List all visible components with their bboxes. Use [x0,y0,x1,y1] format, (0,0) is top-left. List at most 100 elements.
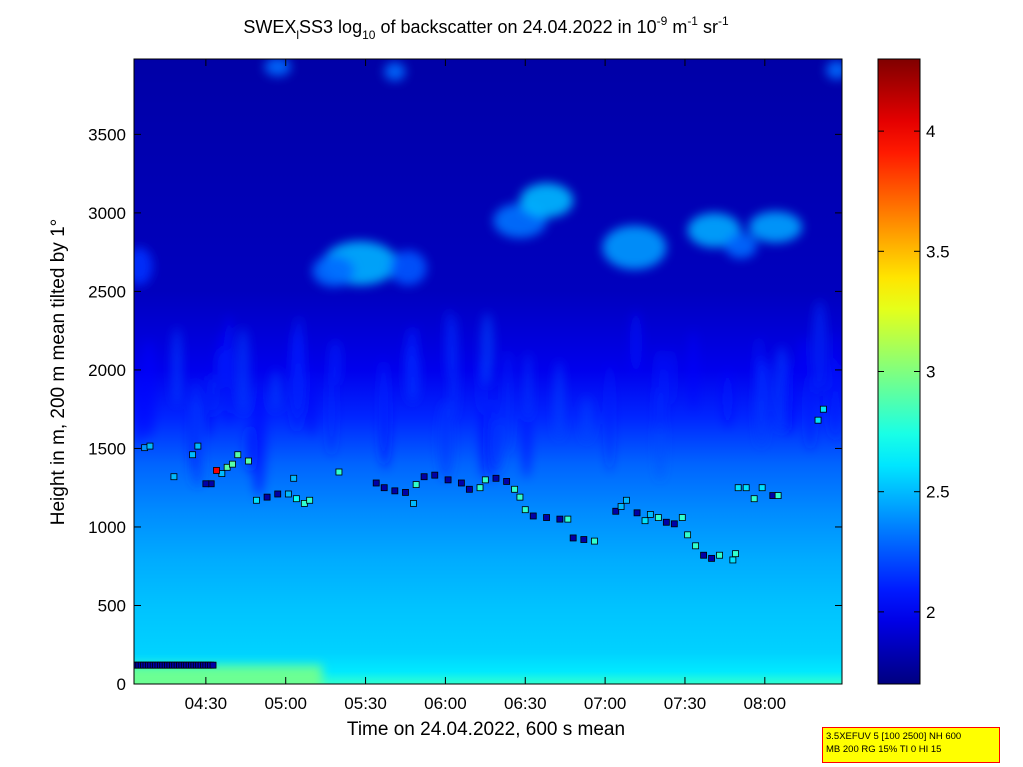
cloud-base-marker [646,511,654,518]
cloud-patch [748,211,803,243]
chart-title: SWEXlSS3 log10 of backscatter on 24.04.2… [243,14,729,42]
streak [755,336,763,403]
cloud-base-marker [402,489,409,496]
cloud-base-marker [814,416,822,424]
cloud-base-marker [774,492,782,499]
streak [831,332,840,420]
x-axis: 04:30 05:00 05:30 06:00 06:30 07:00 07:30 08:00 [185,59,786,713]
cloud-base-marker [335,468,343,476]
colorbar-tick-label: 3 [926,363,935,382]
cloud-patch [519,183,574,218]
cloud-base-marker [708,554,715,562]
cloud-base-marker [556,515,564,523]
cloud-base-marker [202,480,210,488]
streak [327,364,336,457]
cloud-base-marker [641,517,649,525]
streak [410,325,418,390]
cloud-base-marker [580,536,588,543]
cloud-patch [724,233,757,259]
streak [236,327,250,414]
cloud-base-marker [245,457,252,465]
cloud-base-marker [819,405,827,413]
title-sub: l [296,28,299,42]
colorbar-tick-label: 4 [926,122,935,141]
cloud-base-marker [170,473,178,481]
cloud-patch [384,62,406,81]
cloud-base-marker [543,514,550,521]
streak [812,300,827,393]
x-tick-label: 05:00 [264,694,307,713]
streak [667,348,675,405]
cloud-base-marker [292,495,300,503]
streak [504,350,512,454]
surface-layer [134,665,323,684]
cloud-base-marker [274,490,282,498]
streak [605,363,614,473]
cloud-base-marker [678,514,686,521]
cloud-base-marker [391,487,399,495]
y-tick-label: 3000 [88,204,126,223]
x-tick-label: 04:30 [185,694,228,713]
y-tick-label: 500 [98,596,126,615]
cloud-base-marker [670,520,678,528]
cloud-patch [312,255,355,287]
streak [629,311,642,375]
streak [479,405,489,480]
cloud-base-marker [420,473,428,481]
streak [171,327,183,407]
y-axis: 0 500 1000 1500 2000 2500 3000 3500 [88,125,842,694]
cloud-base-marker [617,503,625,510]
streak [805,375,816,451]
streak [689,330,698,412]
streak [554,361,564,440]
cloud-base-marker [692,542,700,550]
colorbar-fill [878,59,920,684]
cloud-base-marker [189,451,196,459]
streak-layer [134,300,842,497]
cloud-base-marker [654,514,662,521]
cloud-base-marker [684,531,692,539]
title-exp3: -1 [718,14,729,28]
cloud-base-marker [431,471,439,479]
cloud-base-marker [612,507,620,515]
streak [379,360,388,466]
y-tick-label: 0 [117,675,126,694]
title-exp1: -9 [657,14,668,28]
cloud-base-marker [569,534,577,542]
cloud-base-marker [492,474,500,482]
streak [289,326,305,433]
plot-frame [133,58,843,685]
cloud-base-marker [306,496,314,504]
cloud-base-marker [476,484,484,492]
streak [781,363,796,435]
cloud-base-marker [511,485,519,493]
cloud-base-marker [564,515,572,523]
streak [251,388,267,497]
colorbar-tick-label: 2 [926,603,935,622]
streak [244,425,257,472]
x-tick-label: 08:00 [744,694,787,713]
cloud-base-marker [229,460,236,468]
cloud-patch [687,212,741,248]
y-tick-label: 1500 [88,439,126,458]
cloud-base-marker [444,476,452,484]
streak [204,370,213,438]
streak [437,400,454,480]
cloud-base-marker [457,479,465,487]
x-tick-label: 07:30 [664,694,707,713]
info-box-line-2: MB 200 RG 15% TI 0 HI 15 [826,744,942,755]
cloud-base-marker [194,442,202,450]
colorbar-tick-label: 2.5 [926,483,950,502]
x-tick-label: 07:00 [584,694,627,713]
cloud-base-marker [481,476,489,484]
cloud-base-marker [700,551,707,559]
cloud-base-marker [380,484,388,492]
surface-marker [209,661,217,669]
cloud-base-marker [465,485,473,493]
title-mid2: of backscatter on 24.04.2022 in 10 [375,17,656,37]
streak [305,372,318,436]
streak [524,352,532,420]
title-mid1: SS3 log [299,17,362,37]
y-tick-label: 2000 [88,361,126,380]
